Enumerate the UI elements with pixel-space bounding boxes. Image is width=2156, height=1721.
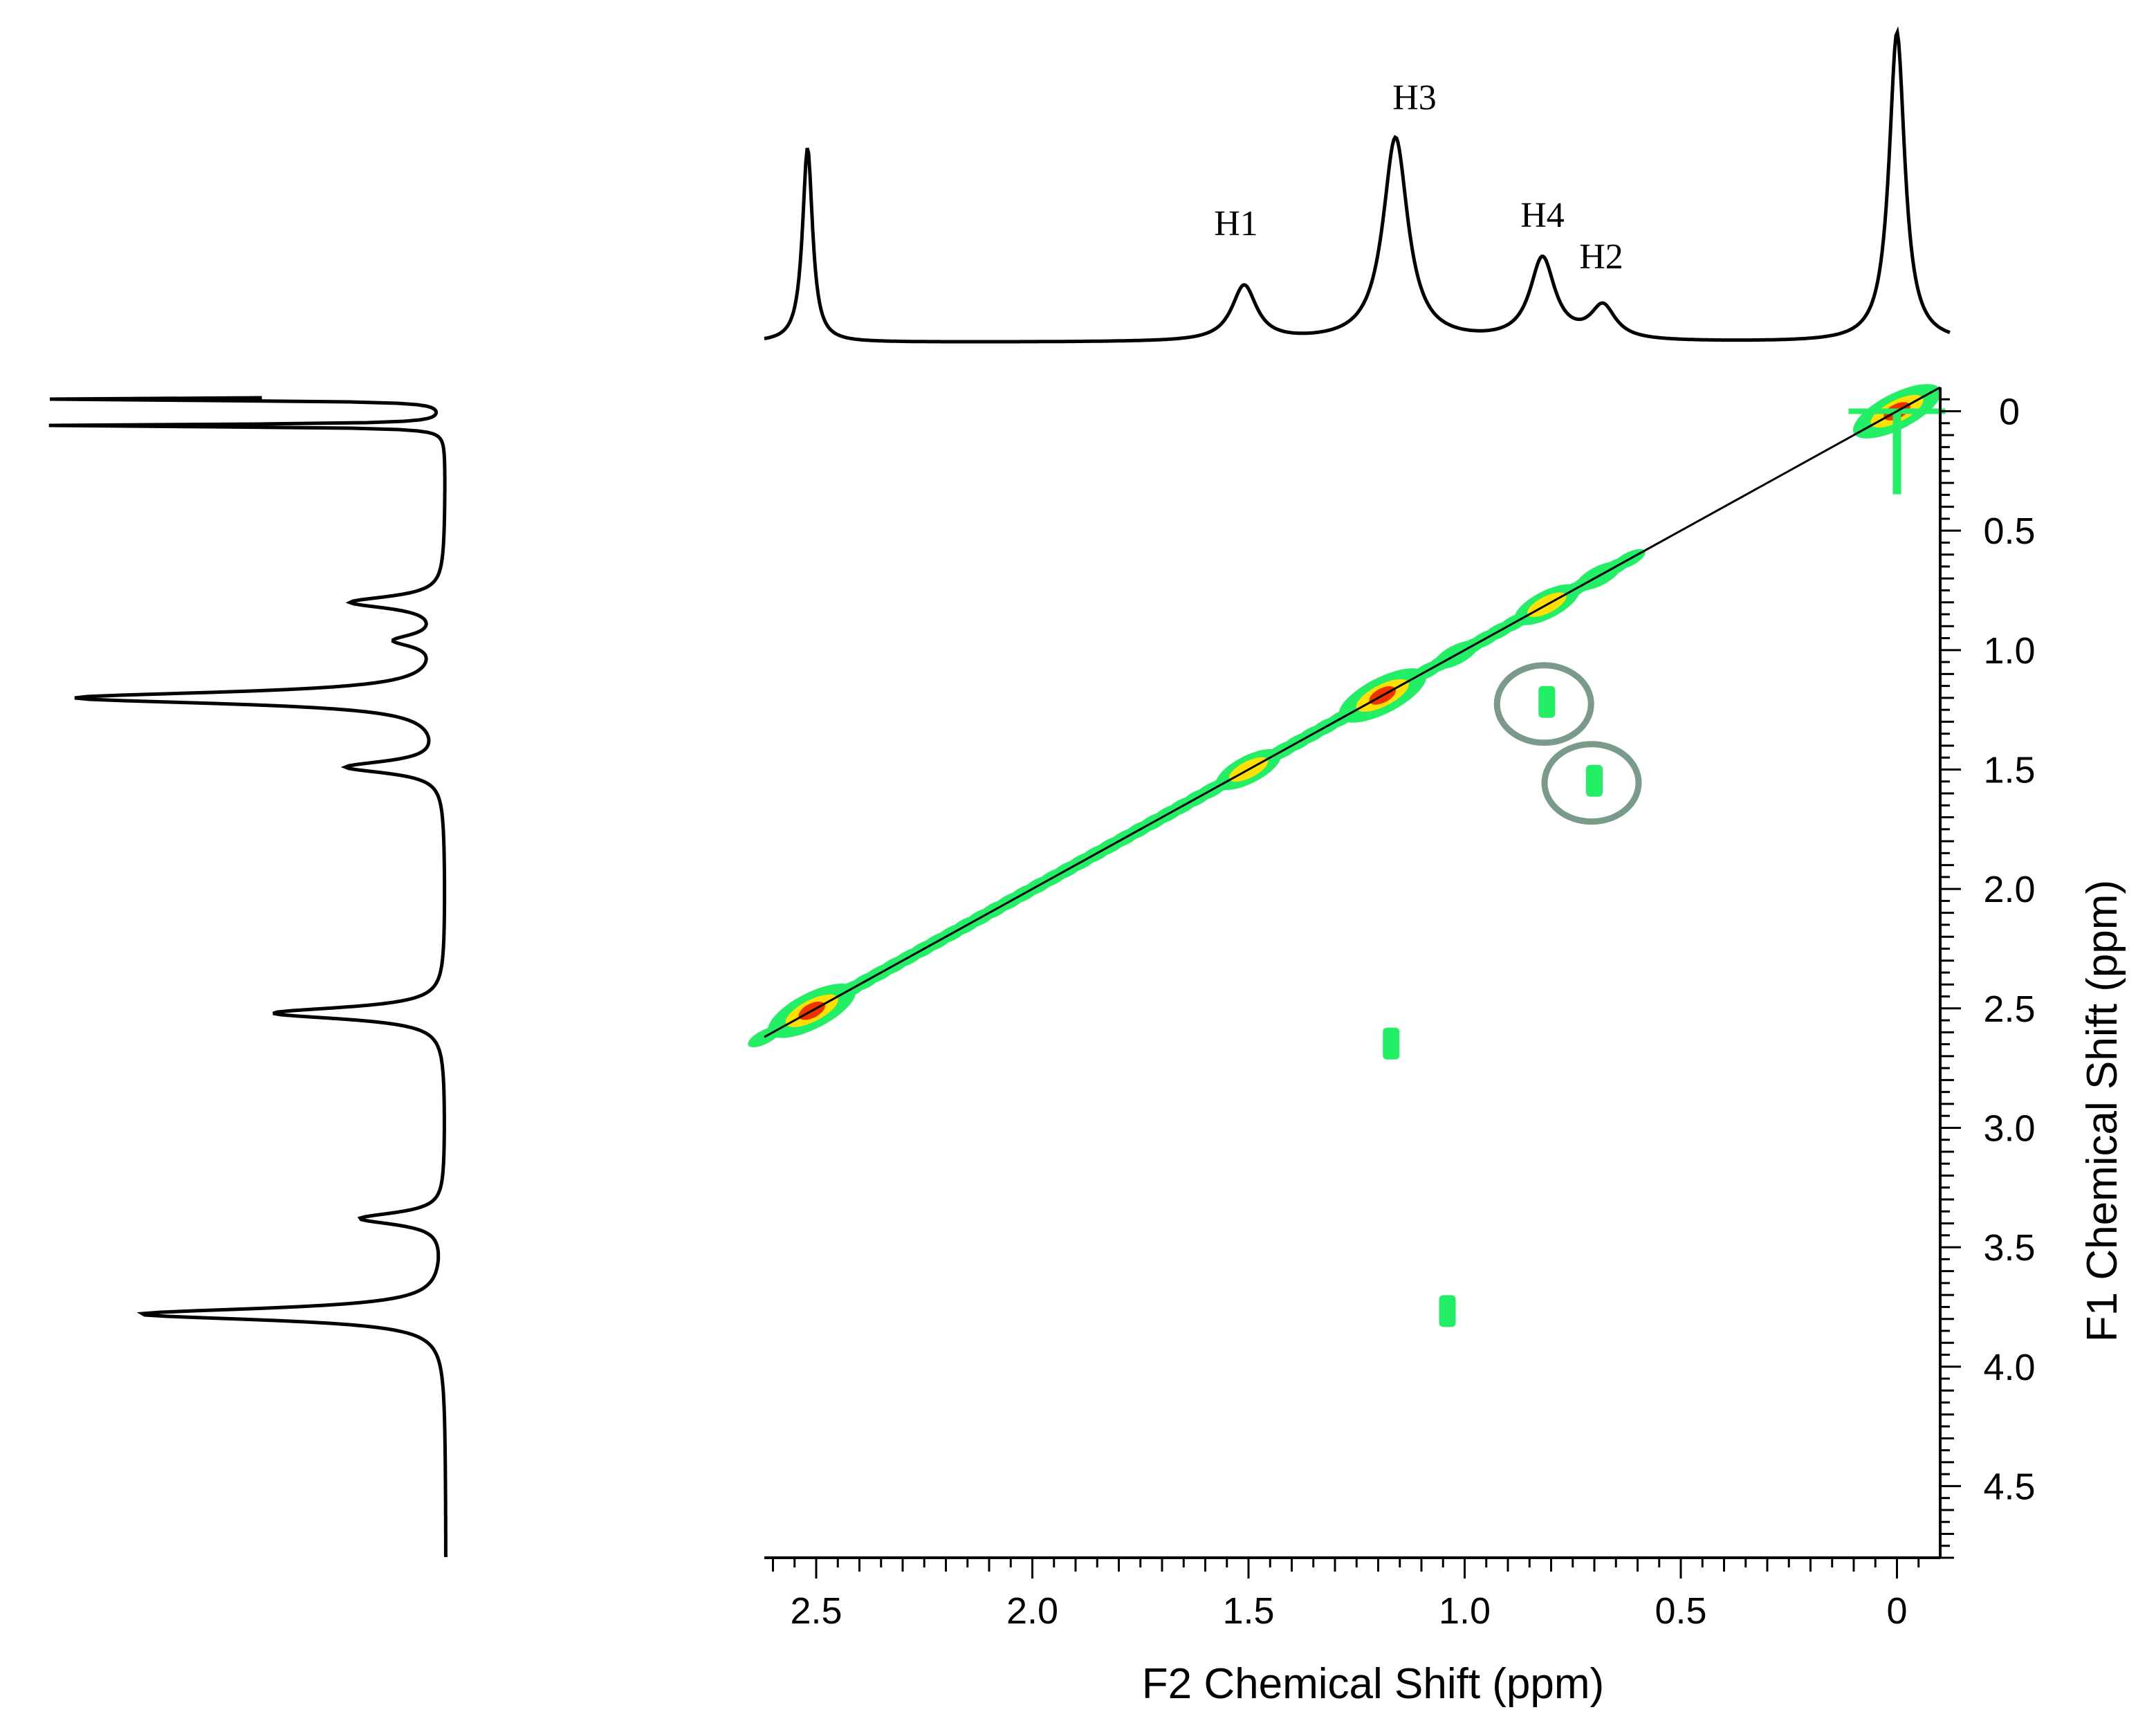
left-projection-trace (48, 396, 448, 1557)
cross-peak (1538, 685, 1556, 718)
x-tick-label: 2.0 (1006, 1590, 1058, 1632)
cross-peak (1586, 764, 1603, 797)
axes: 2.5 2.0 1.5 1.0 0.5 0 0 0.5 1.0 1.5 2.0 2.5 3.0 3.5 4.… (764, 387, 2126, 1708)
y-tick-label: 1.0 (1983, 630, 2035, 672)
x-tick-label: 1.0 (1439, 1590, 1491, 1632)
diagonal-line (764, 386, 1941, 1038)
y-tick-label: 4.5 (1983, 1466, 2035, 1507)
x-tick-label: 1.5 (1222, 1590, 1274, 1632)
x-tick-label: 0 (1886, 1590, 1907, 1632)
reference-streak (1892, 411, 1901, 495)
cross-peak (1439, 1295, 1456, 1327)
peak-label-h4: H4 (1520, 196, 1565, 235)
cross-peak-circle (1541, 741, 1642, 825)
x-tick-label: 0.5 (1655, 1590, 1706, 1632)
y-axis-title: F1 Chemical Shift (ppm) (2079, 880, 2126, 1342)
y-tick-label: 4.0 (1983, 1347, 2035, 1388)
cross-peak (1383, 1027, 1400, 1060)
top-projection (764, 26, 1951, 344)
cross-peak-circle (1493, 662, 1594, 746)
peak-label-h2: H2 (1579, 237, 1623, 277)
y-tick-label: 3.0 (1983, 1107, 2035, 1149)
left-projection (48, 396, 448, 1557)
y-tick-label: 0 (1999, 392, 2020, 433)
y-tick-label: 2.0 (1983, 869, 2035, 910)
top-projection-trace (764, 26, 1951, 344)
y-tick-label: 1.5 (1983, 749, 2035, 791)
peak-label-h3: H3 (1392, 78, 1437, 118)
contour-plot (748, 384, 1946, 1327)
x-tick-label: 2.5 (790, 1590, 842, 1632)
y-tick-label: 3.5 (1983, 1227, 2035, 1269)
labels: H1 H3 H4 H2 (1214, 78, 1623, 277)
x-axis-title: F2 Chemical Shift (ppm) (1142, 1660, 1604, 1708)
y-tick-label: 0.5 (1983, 510, 2035, 552)
peak-label-h1: H1 (1214, 204, 1258, 243)
y-tick-label: 2.5 (1983, 988, 2035, 1030)
